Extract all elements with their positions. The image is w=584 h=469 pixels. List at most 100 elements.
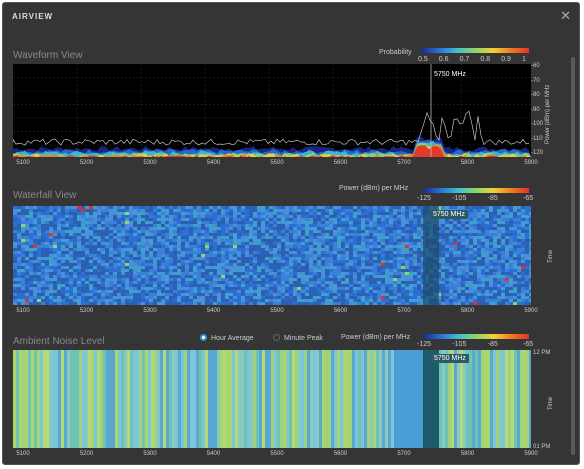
ambient-plot[interactable]: 5750 MHz — [13, 350, 532, 448]
waterfall-cell — [237, 236, 241, 239]
ambient-column — [163, 350, 166, 448]
waterfall-cell — [97, 293, 101, 296]
waterfall-cell — [233, 275, 237, 278]
waterfall-cell — [117, 254, 121, 257]
waterfall-cell — [109, 215, 113, 218]
waterfall-cell — [117, 236, 121, 239]
waterfall-cell — [361, 263, 365, 266]
waterfall-cell — [65, 281, 69, 284]
waterfall-cell — [189, 230, 193, 233]
waterfall-cell — [341, 239, 345, 242]
waterfall-cell — [369, 230, 373, 233]
waveform-plot[interactable]: 5750 MHz — [12, 64, 531, 160]
waterfall-cell — [97, 215, 101, 218]
ambient-column — [337, 350, 340, 448]
waterfall-cell — [285, 296, 289, 299]
waterfall-cell — [213, 212, 217, 215]
waterfall-cell — [485, 206, 489, 209]
waterfall-cell — [489, 278, 493, 281]
waterfall-cell — [409, 260, 413, 263]
ambient-column — [301, 350, 304, 448]
waterfall-cell — [513, 287, 517, 290]
minute-peak-radio[interactable]: Minute Peak — [273, 334, 323, 342]
waterfall-cell — [241, 290, 245, 293]
waterfall-cell — [149, 242, 153, 245]
waterfall-cell — [201, 254, 205, 257]
waterfall-cell — [97, 245, 101, 248]
waterfall-cell — [333, 284, 337, 287]
waterfall-cell — [385, 272, 389, 275]
waterfall-cell — [417, 251, 421, 254]
waterfall-cell — [529, 281, 533, 284]
waterfall-cell — [113, 230, 117, 233]
waterfall-cell — [525, 254, 529, 257]
waterfall-cell — [505, 266, 509, 269]
waterfall-cell — [361, 266, 365, 269]
waterfall-cell — [161, 224, 165, 227]
waterfall-cell — [209, 278, 213, 281]
waterfall-cell — [353, 284, 357, 287]
x-tick-label: 5600 — [333, 160, 348, 166]
waterfall-plot[interactable]: 5750 MHz — [13, 206, 533, 305]
waterfall-cell — [165, 269, 169, 272]
waterfall-cell — [341, 302, 345, 305]
waterfall-cell — [445, 263, 449, 266]
close-icon[interactable]: ✕ — [560, 8, 571, 23]
waterfall-cell — [165, 260, 169, 263]
waterfall-cell — [237, 293, 241, 296]
waterfall-cell — [469, 281, 473, 284]
waterfall-cell — [373, 251, 377, 254]
waterfall-cell — [473, 287, 477, 290]
waterfall-cell — [357, 233, 361, 236]
waterfall-cell — [393, 245, 397, 248]
waterfall-cell — [69, 209, 73, 212]
waterfall-cell — [17, 278, 21, 281]
waterfall-cell — [301, 260, 305, 263]
waterfall-cell — [505, 278, 509, 281]
waterfall-cell — [169, 224, 173, 227]
waterfall-cell — [225, 290, 229, 293]
waterfall-cell — [337, 242, 341, 245]
waterfall-cell — [197, 215, 201, 218]
waterfall-cell — [389, 272, 393, 275]
waterfall-cell — [121, 245, 125, 248]
waterfall-cell — [337, 281, 341, 284]
waterfall-cell — [129, 245, 133, 248]
waterfall-cell — [241, 272, 245, 275]
waterfall-cell — [21, 257, 25, 260]
waterfall-cell — [377, 215, 381, 218]
waterfall-cell — [521, 278, 525, 281]
waterfall-cell — [57, 224, 61, 227]
waterfall-cell — [357, 251, 361, 254]
waterfall-cell — [101, 233, 105, 236]
waterfall-cell — [81, 296, 85, 299]
waterfall-cell — [297, 299, 301, 302]
waterfall-cell — [61, 209, 65, 212]
waterfall-cell — [461, 236, 465, 239]
waterfall-cell — [113, 293, 117, 296]
waterfall-cell — [225, 206, 229, 209]
waterfall-cell — [405, 251, 409, 254]
waterfall-cell — [357, 269, 361, 272]
waterfall-cell — [321, 263, 325, 266]
waterfall-cell — [217, 215, 221, 218]
waterfall-cell — [317, 269, 321, 272]
waterfall-cell — [61, 242, 65, 245]
ambient-column — [154, 350, 157, 448]
waterfall-cell — [529, 269, 533, 272]
waterfall-cell — [333, 266, 337, 269]
waterfall-cell — [233, 209, 237, 212]
waterfall-cell — [229, 233, 233, 236]
waterfall-cell — [49, 227, 53, 230]
waterfall-cell — [57, 269, 61, 272]
waterfall-cell — [393, 269, 397, 272]
waterfall-cell — [193, 263, 197, 266]
waterfall-cell — [49, 287, 53, 290]
scrollbar[interactable] — [571, 57, 575, 455]
waterfall-cell — [153, 239, 157, 242]
waterfall-cell — [129, 227, 133, 230]
hour-average-radio[interactable]: Hour Average — [200, 334, 254, 342]
waterfall-cell — [153, 278, 157, 281]
waterfall-cell — [117, 272, 121, 275]
waterfall-cell — [197, 227, 201, 230]
